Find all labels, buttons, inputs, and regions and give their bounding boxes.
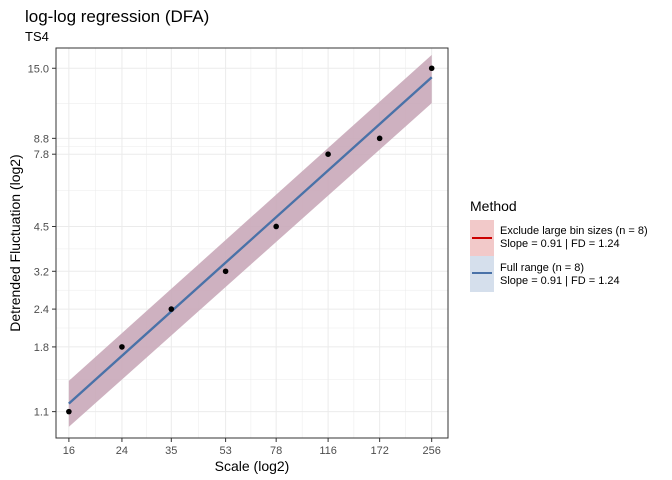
y-tick-label: 4.5	[34, 221, 49, 233]
x-tick-label: 35	[165, 445, 177, 457]
y-tick-label: 1.8	[34, 342, 49, 354]
y-axis-ticks: 1.1 1.8 2.4 3.2 4.5 7.8 8.8 15.0	[28, 63, 56, 419]
data-point	[66, 408, 72, 415]
legend-exclude-stats: Slope = 0.91 | FD = 1.24	[500, 238, 620, 250]
y-tick-label: 7.8	[34, 149, 49, 161]
y-tick-label: 15.0	[28, 63, 49, 75]
legend-entry-exclude: Exclude large bin sizes (n = 8) Slope = …	[470, 220, 648, 256]
x-tick-label: 16	[63, 445, 75, 457]
y-tick-label: 3.2	[34, 266, 49, 278]
x-axis-title: Scale (log2)	[215, 458, 290, 474]
data-point	[273, 223, 279, 230]
x-tick-label: 78	[270, 445, 282, 457]
data-point	[376, 135, 383, 142]
y-tick-label: 2.4	[34, 304, 49, 316]
y-tick-label: 1.1	[34, 407, 49, 419]
legend-full-label: Full range (n = 8)	[500, 262, 584, 274]
x-tick-label: 116	[319, 445, 337, 457]
data-point	[428, 65, 435, 72]
fit-lines	[68, 76, 433, 405]
chart-title: log-log regression (DFA)	[25, 7, 209, 26]
fit-line-2	[68, 76, 433, 405]
x-tick-label: 24	[116, 445, 128, 457]
panel-border	[55, 47, 449, 439]
y-tick-label: 8.8	[34, 133, 49, 145]
data-point	[222, 268, 229, 275]
x-tick-label: 172	[370, 445, 388, 457]
data-point	[168, 306, 175, 312]
chart-subtitle: TS4	[25, 29, 49, 44]
x-tick-label: 53	[219, 445, 231, 457]
legend-exclude-label: Exclude large bin sizes (n = 8)	[500, 225, 648, 237]
data-point	[325, 151, 331, 157]
legend: Method Exclude large bin sizes (n = 8) S…	[470, 198, 648, 292]
data-points	[66, 65, 435, 415]
legend-full-stats: Slope = 0.91 | FD = 1.24	[500, 275, 620, 287]
x-tick-label: 256	[423, 445, 441, 457]
x-axis-ticks: 16 24 35 53 78 116 172 256	[63, 438, 441, 457]
data-point	[119, 344, 125, 350]
y-axis-title: Detrended Fluctuation (log2)	[7, 154, 23, 331]
legend-title: Method	[470, 198, 517, 214]
legend-entry-full: Full range (n = 8) Slope = 0.91 | FD = 1…	[470, 256, 620, 292]
